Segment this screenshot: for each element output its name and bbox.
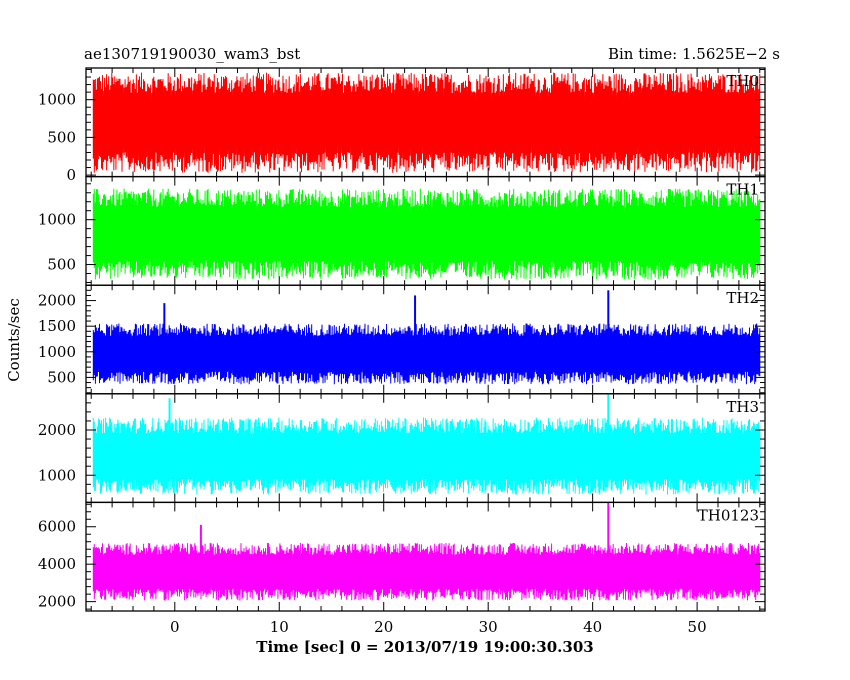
y-tick-label: 500	[47, 128, 76, 146]
y-tick-label: 4000	[38, 555, 76, 573]
x-tick-label: 0	[170, 618, 180, 636]
y-tick-label: 500	[47, 368, 76, 386]
series-trace-th0	[92, 72, 761, 173]
y-tick-label: 6000	[38, 518, 76, 536]
y-tick-label: 1000	[38, 91, 76, 109]
y-tick-label: 2000	[38, 593, 76, 611]
series-trace-th1	[92, 188, 761, 280]
x-tick-label: 10	[270, 618, 289, 636]
panel-label-th3: TH3	[726, 398, 759, 416]
y-tick-label: 2000	[38, 292, 76, 310]
y-tick-label: 1000	[38, 211, 76, 229]
chart-title: ae130719190030_wam3_bst	[84, 45, 301, 63]
panel-label-th0: TH0	[726, 72, 759, 90]
panel-label-th1: TH1	[726, 181, 759, 199]
x-tick-label: 30	[479, 618, 498, 636]
x-tick-label: 50	[688, 618, 707, 636]
y-axis-label: Counts/sec	[5, 298, 23, 382]
y-tick-label: 1000	[38, 466, 76, 484]
panel-label-th0123: TH0123	[698, 506, 759, 524]
y-tick-label: 500	[47, 256, 76, 274]
x-tick-label: 20	[374, 618, 393, 636]
panel-label-th2: TH2	[726, 289, 759, 307]
y-tick-label: 2000	[38, 421, 76, 439]
series-trace-th3	[92, 417, 761, 495]
series-trace-th2	[92, 323, 761, 385]
x-tick-label: 40	[583, 618, 602, 636]
y-tick-label: 0	[66, 166, 76, 184]
y-tick-label: 1000	[38, 343, 76, 361]
x-axis-label: Time [sec] 0 = 2013/07/19 19:00:30.303	[256, 638, 594, 656]
y-tick-label: 1500	[38, 317, 76, 335]
bin-time-label: Bin time: 1.5625E−2 s	[607, 45, 780, 63]
series-trace-th0123	[92, 542, 761, 601]
